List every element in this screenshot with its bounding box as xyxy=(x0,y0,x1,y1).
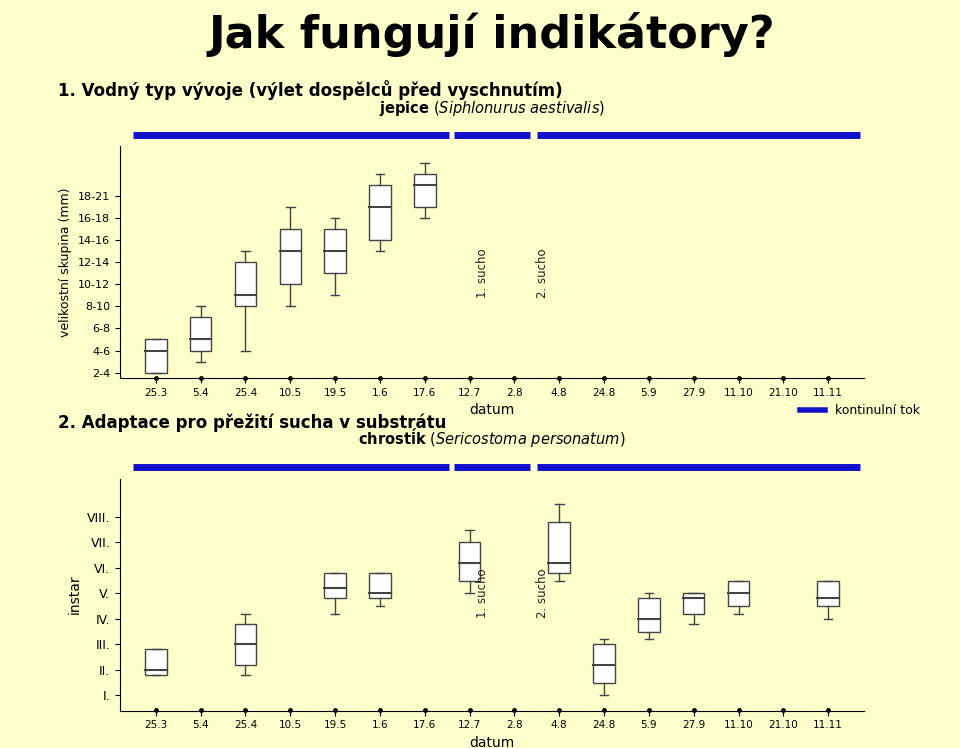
Bar xyxy=(324,229,346,273)
Y-axis label: velikostní skupina (mm): velikostní skupina (mm) xyxy=(60,188,72,337)
Bar xyxy=(817,580,839,606)
Text: 1. sucho: 1. sucho xyxy=(475,248,489,298)
Y-axis label: instar: instar xyxy=(67,575,82,615)
Title: $\bf{chrost\'{i}k}$ $\it{(Sericostoma\ personatum)}$: $\bf{chrost\'{i}k}$ $\it{(Sericostoma\ p… xyxy=(358,426,626,450)
Bar xyxy=(190,317,211,351)
Text: 2. Adaptace pro přežití sucha v substrátu: 2. Adaptace pro přežití sucha v substrát… xyxy=(58,414,446,432)
Text: 2. sucho: 2. sucho xyxy=(536,568,549,618)
Legend: kontinulní tok: kontinulní tok xyxy=(795,399,924,422)
X-axis label: datum: datum xyxy=(469,736,515,748)
Text: 2. sucho: 2. sucho xyxy=(536,248,549,298)
Bar xyxy=(279,229,301,284)
Text: 1. Vodný typ vývoje (výlet dospělců před vyschnutím): 1. Vodný typ vývoje (výlet dospělců před… xyxy=(58,80,563,100)
Title: $\bf{jepice}$ $\it{(Siphlonurus\ aestivalis)}$: $\bf{jepice}$ $\it{(Siphlonurus\ aestiva… xyxy=(379,99,605,118)
Bar xyxy=(145,340,167,373)
Bar xyxy=(414,174,436,207)
Text: 1. sucho: 1. sucho xyxy=(475,568,489,618)
Bar xyxy=(324,573,346,598)
Bar xyxy=(638,598,660,631)
Bar xyxy=(370,573,391,598)
Bar xyxy=(235,624,256,665)
Bar xyxy=(548,522,570,573)
Bar xyxy=(683,593,705,614)
X-axis label: datum: datum xyxy=(469,403,515,417)
Bar xyxy=(459,542,480,580)
Text: Jak fungují indikátory?: Jak fungují indikátory? xyxy=(208,11,776,57)
Bar xyxy=(145,649,167,675)
Bar xyxy=(593,644,614,683)
Bar xyxy=(235,263,256,307)
Bar xyxy=(728,580,749,606)
Bar xyxy=(370,185,391,240)
